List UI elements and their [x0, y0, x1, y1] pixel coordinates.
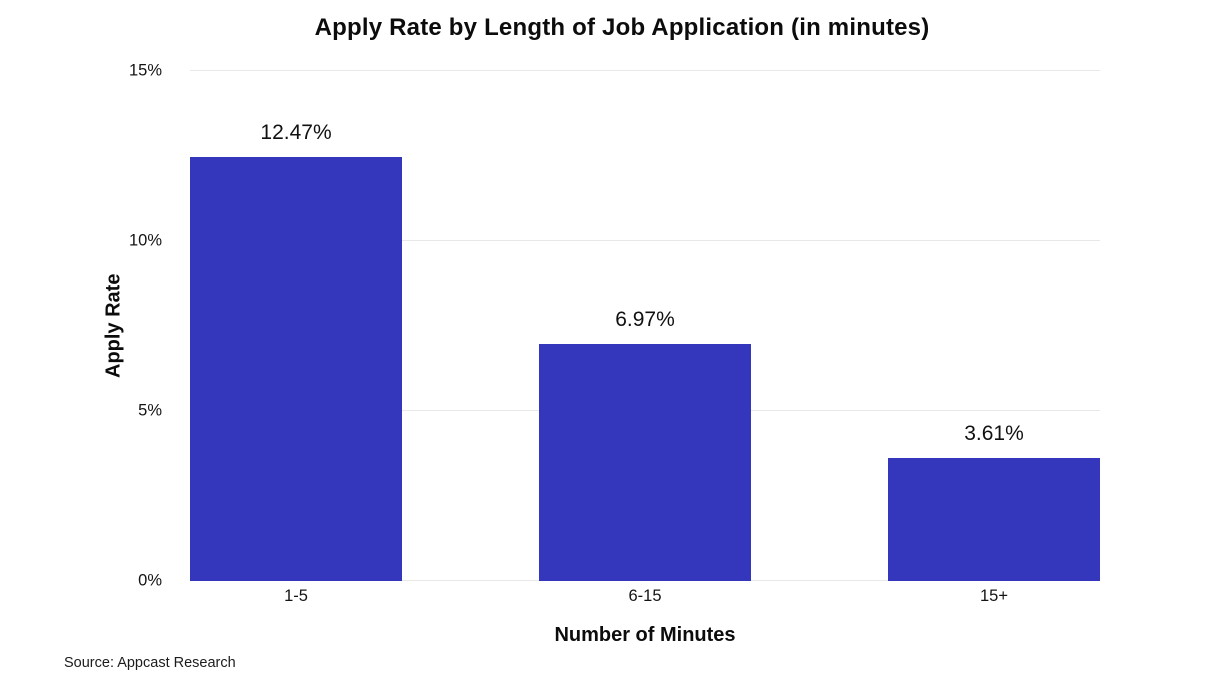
chart-title: Apply Rate by Length of Job Application …: [314, 14, 930, 41]
bar-6-15: [538, 344, 751, 581]
y-tick-label: 10%: [128, 231, 162, 250]
y-tick-label: 15%: [128, 61, 162, 80]
source-note: Source: Appcast Research: [64, 655, 236, 671]
gridline: [190, 240, 1100, 241]
y-tick-label: 5%: [138, 401, 162, 420]
x-axis-ticks: 1-5 6-15 15+: [190, 587, 1100, 609]
x-tick-label: 1-5: [284, 587, 308, 605]
bar-value-label: 3.61%: [964, 422, 1024, 446]
x-tick-label: 6-15: [628, 587, 662, 605]
bar-value-label: 12.47%: [260, 121, 332, 145]
x-axis-title: Number of Minutes: [554, 624, 736, 646]
plot-area: 12.47% 6.97% 3.61%: [190, 70, 1100, 581]
y-axis-ticks: 0% 5% 10% 15%: [0, 62, 176, 590]
y-tick-label: 0%: [138, 571, 162, 590]
gridline: [190, 70, 1100, 71]
x-tick-label: 15+: [979, 587, 1008, 605]
bar-15+: [887, 458, 1100, 581]
bar-1-5: [190, 157, 403, 581]
bar-value-label: 6.97%: [615, 308, 675, 332]
